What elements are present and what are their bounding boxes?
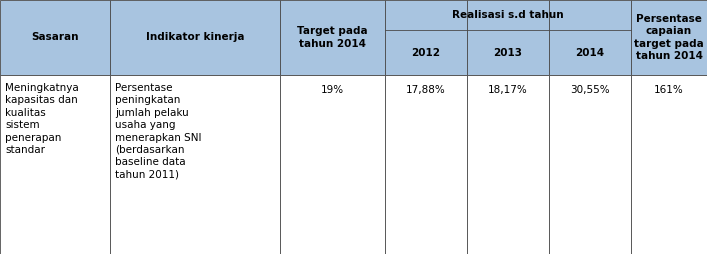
Text: Sasaran: Sasaran [31,33,78,42]
Text: 18,17%: 18,17% [488,85,528,95]
Text: 2014: 2014 [575,47,604,57]
Text: Realisasi s.d tahun: Realisasi s.d tahun [452,10,563,20]
Text: Indikator kinerja: Indikator kinerja [146,33,244,42]
Text: Persentase
peningkatan
jumlah pelaku
usaha yang
menerapkan SNI
(berdasarkan
base: Persentase peningkatan jumlah pelaku usa… [115,83,201,180]
Bar [0,0,110,75]
Bar [631,0,707,75]
Bar [110,75,280,254]
Text: Persentase
capaian
target pada
tahun 2014: Persentase capaian target pada tahun 201… [634,14,704,61]
Text: Meningkatnya
kapasitas dan
kualitas
sistem
penerapan
standar: Meningkatnya kapasitas dan kualitas sist… [5,83,78,155]
Text: 2013: 2013 [493,47,522,57]
Bar [385,75,467,254]
Text: 17,88%: 17,88% [406,85,446,95]
Bar [467,0,549,75]
Bar [467,75,549,254]
Text: Target pada
tahun 2014: Target pada tahun 2014 [297,26,368,49]
Bar [280,75,385,254]
Text: 19%: 19% [321,85,344,95]
Bar [280,0,385,75]
Bar [631,75,707,254]
Bar [549,75,631,254]
Text: 2012: 2012 [411,47,440,57]
Bar [110,0,280,75]
Text: 30,55%: 30,55% [570,85,610,95]
Bar [0,75,110,254]
Bar [385,0,467,75]
Text: 161%: 161% [654,85,684,95]
Bar [549,0,631,75]
